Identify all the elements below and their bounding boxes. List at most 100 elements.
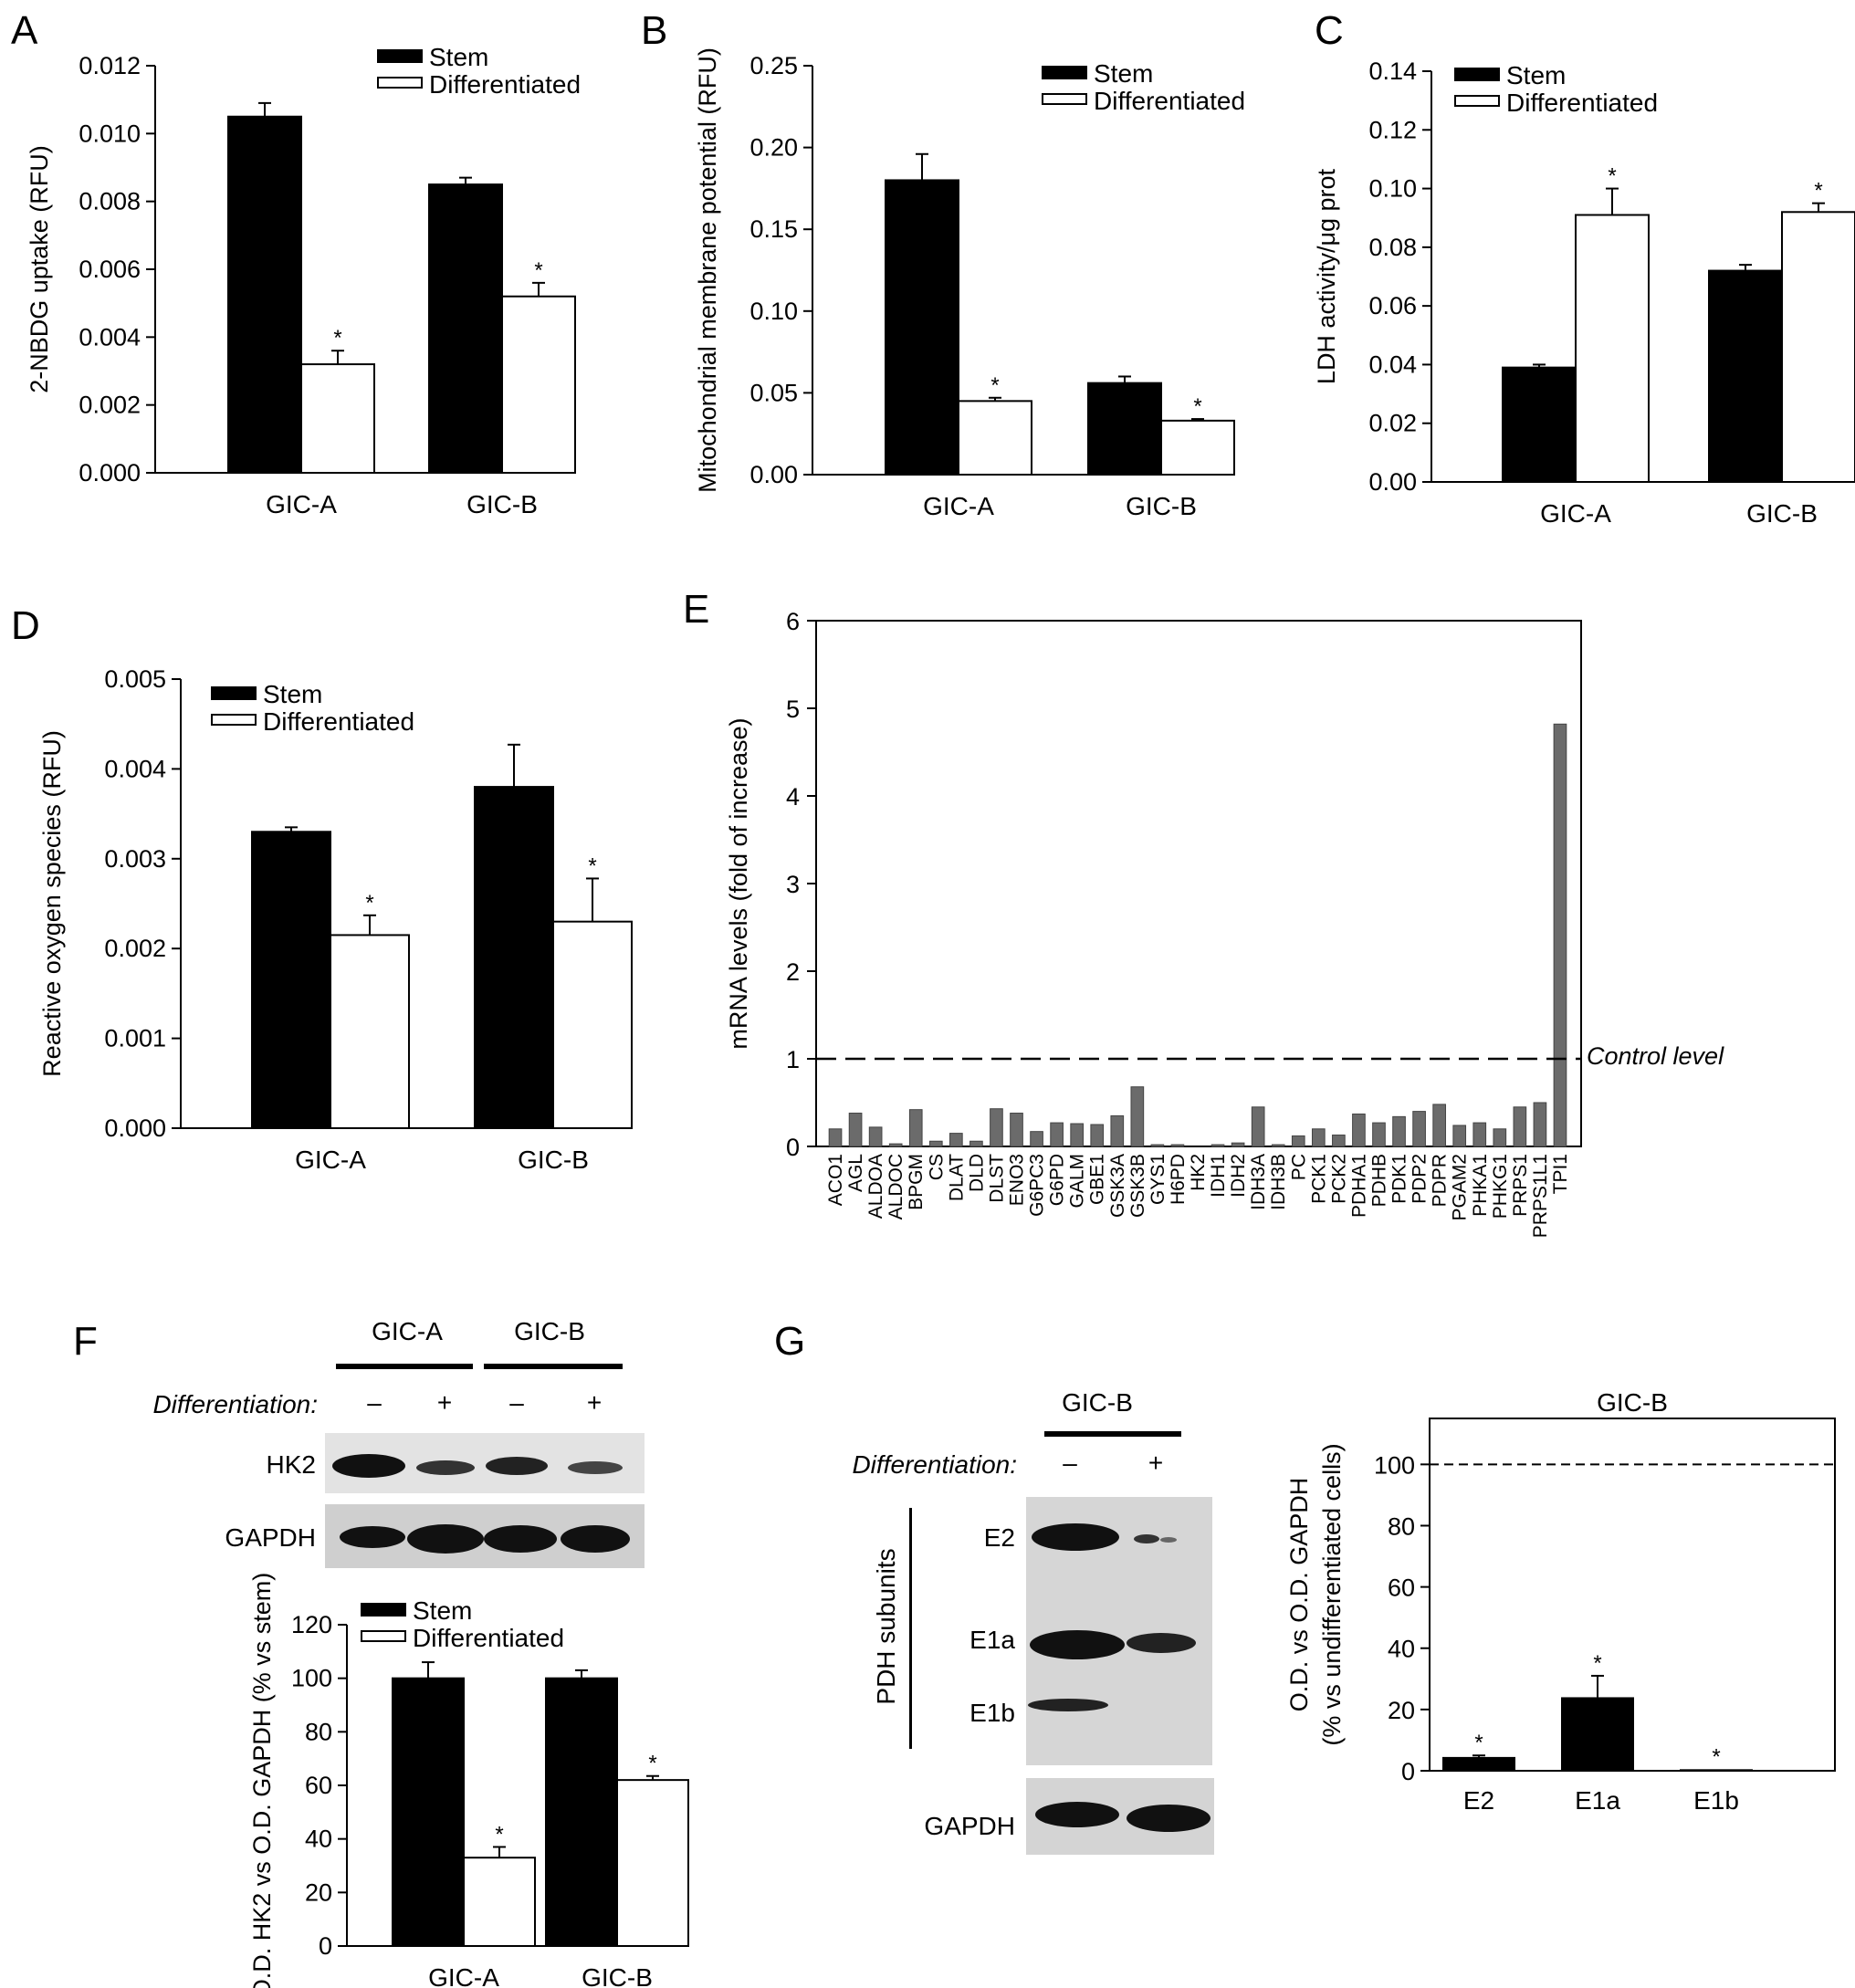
gene-label: AGL [845, 1154, 866, 1192]
bar [1561, 1697, 1634, 1771]
blot-f-band [332, 1454, 405, 1478]
gene-label: DLAT [946, 1154, 967, 1201]
legend-label-stem: Stem [429, 43, 488, 71]
gene-bar [1493, 1128, 1507, 1147]
blot-g: GIC-B Differentiation: – + PDH subunits … [852, 1388, 1214, 1855]
blot-g-band [1035, 1802, 1119, 1827]
y-tick-label: 0.005 [104, 665, 166, 693]
y-tick-label: 0.02 [1368, 410, 1417, 437]
gene-bar [1291, 1135, 1305, 1147]
y-tick-label: 0.012 [79, 52, 141, 79]
y-tick-label: 40 [305, 1826, 332, 1853]
bar-stem [251, 831, 331, 1130]
y-tick-label: 0.05 [749, 379, 798, 406]
blot-f-lane-sign: – [509, 1388, 524, 1417]
bar-stem [1502, 366, 1577, 483]
legend-label-differentiated: Differentiated [413, 1624, 564, 1652]
gene-label: IDH1 [1208, 1154, 1229, 1198]
y-axis-title: mRNA levels (fold of increase) [725, 717, 752, 1049]
gene-bar [1332, 1135, 1346, 1147]
blot-f-band [568, 1461, 623, 1474]
panel-label-a: A [11, 8, 38, 53]
gene-label: IDH3A [1248, 1154, 1269, 1210]
blot-f: GIC-A GIC-B Differentiation: – + – + HK2… [152, 1317, 645, 1568]
bar-stem [474, 786, 554, 1130]
chart-a: 0.000 0.002 0.004 0.006 0.008 0.010 0.012 2-NBD… [26, 43, 581, 518]
x-category-label: E1b [1693, 1786, 1739, 1815]
blot-f-lane-sign: – [367, 1388, 382, 1417]
gene-label: PDPR [1430, 1154, 1451, 1207]
gene-bar [1533, 1102, 1547, 1147]
blot-g-lane-sign: + [1148, 1449, 1163, 1477]
y-tick-label: 80 [1388, 1512, 1415, 1540]
bar-differentiated [300, 363, 375, 475]
y-tick-label: 5 [786, 696, 800, 723]
y-tick-label: 100 [291, 1665, 332, 1692]
x-category-label: GIC-A [295, 1146, 366, 1174]
panel-label-b: B [641, 8, 667, 53]
bar-stem [885, 179, 959, 476]
blot-f-band [561, 1525, 630, 1553]
significance-star: * [1814, 179, 1822, 204]
x-category-label: GIC-A [428, 1963, 499, 1988]
gene-bar [1271, 1144, 1285, 1147]
gene-label: PDHB [1368, 1154, 1389, 1207]
blot-g-subunit-label: E2 [984, 1523, 1015, 1552]
y-tick-label: 0.002 [104, 935, 166, 962]
gene-label: BPGM [906, 1154, 927, 1210]
legend-swatch-stem [1454, 68, 1500, 81]
gene-label: PRPS1 [1510, 1154, 1531, 1217]
blot-g-band [1134, 1534, 1159, 1543]
significance-star: * [333, 326, 341, 351]
panel-label-c: C [1315, 8, 1344, 53]
gene-label: PHKA1 [1470, 1154, 1491, 1217]
significance-star: * [1712, 1744, 1720, 1769]
chart-d: 0.000 0.001 0.002 0.003 0.004 0.005 Reactive o… [38, 665, 633, 1174]
bar-differentiated [501, 295, 576, 474]
blot-g-subunit-label: E1b [969, 1699, 1015, 1727]
x-category-label: GIC-A [923, 492, 994, 520]
gene-label: PDHA1 [1348, 1154, 1369, 1218]
blot-g-treatment-label: Differentiation: [852, 1450, 1017, 1479]
blot-f-group-bar [484, 1364, 623, 1369]
gene-bar [1452, 1125, 1467, 1147]
bar-differentiated [1781, 211, 1855, 484]
gene-bar [888, 1143, 903, 1147]
y-tick-label: 0.15 [749, 215, 798, 243]
legend-label-differentiated: Differentiated [429, 70, 581, 99]
y-tick-label: 0.010 [79, 120, 141, 147]
gene-bar [1472, 1122, 1487, 1147]
gene-label: TPI1 [1550, 1154, 1571, 1194]
y-tick-label: 0.10 [1368, 175, 1417, 203]
y-tick-label: 6 [786, 608, 800, 635]
legend-swatch-differentiated [1042, 93, 1087, 105]
legend-label-differentiated: Differentiated [1094, 87, 1245, 115]
legend-swatch-stem [361, 1603, 406, 1617]
y-tick-label: 0.003 [104, 845, 166, 873]
bar-differentiated [1160, 419, 1235, 476]
blot-g-band [1032, 1523, 1119, 1551]
blot-f-band [486, 1457, 548, 1475]
gene-label: DLD [966, 1154, 987, 1192]
y-tick-label: 0.20 [749, 134, 798, 162]
x-category-label: GIC-B [466, 490, 538, 518]
y-tick-label: 0 [319, 1932, 332, 1960]
gene-label: PDK1 [1389, 1154, 1410, 1204]
y-tick-label: 60 [1388, 1575, 1415, 1602]
y-tick-label: 1 [786, 1046, 800, 1073]
chart-f: 0 20 40 60 80 100 120 O.D. HK2 vs O.D. GAPDH (%… [248, 1573, 689, 1988]
panel-label-d: D [11, 603, 40, 648]
bar-stem [1087, 382, 1162, 476]
y-tick-label: 20 [305, 1878, 332, 1906]
y-tick-label: 0.10 [749, 298, 798, 325]
y-tick-label: 4 [786, 783, 800, 811]
gene-bar [1130, 1086, 1145, 1147]
y-axis-title: LDH activity/μg prot [1313, 168, 1340, 384]
gene-bar [1231, 1142, 1245, 1147]
blot-g-loading-label: GAPDH [924, 1812, 1015, 1840]
blot-g-band [1127, 1633, 1196, 1653]
gene-bar [1110, 1114, 1125, 1147]
blot-f-band [416, 1460, 475, 1475]
gene-label: GSK3B [1127, 1154, 1148, 1218]
